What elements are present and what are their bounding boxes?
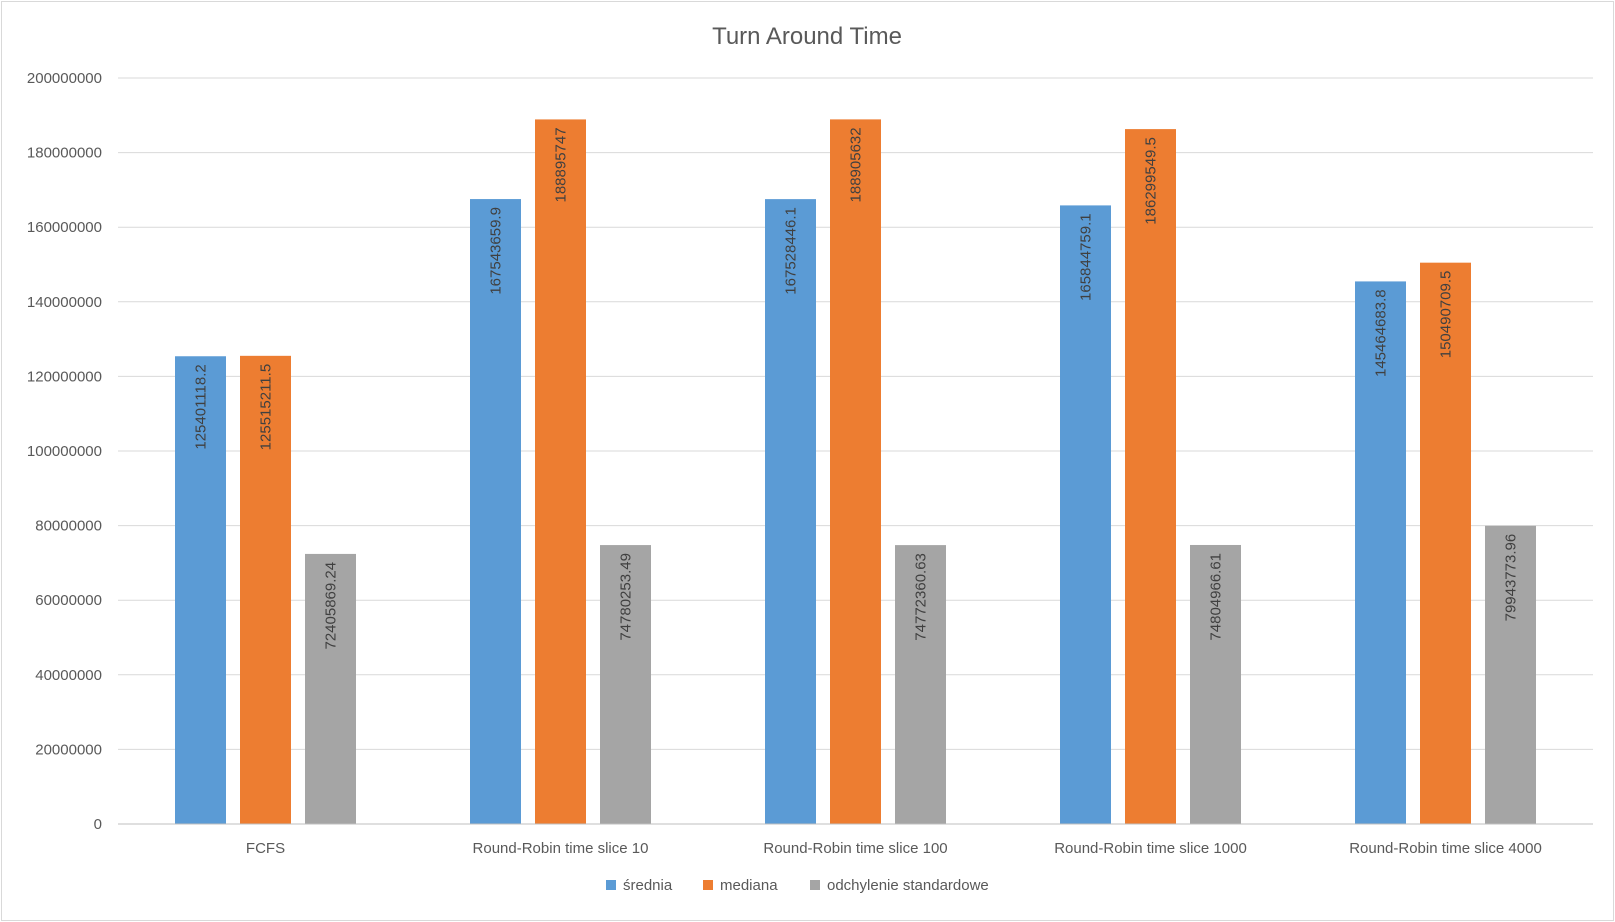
bar xyxy=(470,199,521,825)
legend-label: średnia xyxy=(623,877,673,894)
data-label: 125515211.5 xyxy=(258,364,275,450)
data-label: 74804966.61 xyxy=(1208,553,1225,641)
bar xyxy=(600,545,651,824)
bar xyxy=(1420,262,1471,824)
legend-swatch xyxy=(703,880,713,890)
legend-label: odchylenie standardowe xyxy=(827,877,989,894)
data-labels: 125401118.2 125515211.5 72405869.24 1675436… xyxy=(193,127,1520,649)
data-label: 74780253.49 xyxy=(618,553,635,641)
data-label: 79943773.96 xyxy=(1503,534,1520,622)
y-tick-label: 100000000 xyxy=(27,443,102,460)
bar xyxy=(240,355,291,824)
bar xyxy=(1190,544,1241,824)
x-category-label: Round-Robin time slice 1000 xyxy=(1054,840,1247,857)
y-tick-label: 200000000 xyxy=(27,70,102,87)
y-tick-label: 0 xyxy=(94,816,102,833)
chart-title: Turn Around Time xyxy=(712,23,902,50)
y-axis: 0 20000000 40000000 60000000 80000000 1000000… xyxy=(27,70,102,833)
x-category-label: FCFS xyxy=(246,840,285,857)
data-label: 165844759.1 xyxy=(1078,213,1095,301)
data-label: 167543659.9 xyxy=(488,207,505,295)
bar xyxy=(535,119,586,824)
y-tick-label: 160000000 xyxy=(27,219,102,236)
x-category-label: Round-Robin time slice 10 xyxy=(473,840,649,857)
legend-swatch xyxy=(810,880,820,890)
x-category-label: Round-Robin time slice 4000 xyxy=(1349,840,1542,857)
data-label: 150490709.5 xyxy=(1438,271,1455,359)
y-tick-label: 180000000 xyxy=(27,145,102,162)
legend: średnia mediana odchylenie standardowe xyxy=(606,877,989,894)
data-label: 145464683.8 xyxy=(1373,289,1390,377)
bar xyxy=(1060,205,1111,824)
bar xyxy=(175,356,226,824)
data-label: 125401118.2 xyxy=(193,364,210,449)
bar xyxy=(765,199,816,824)
bar xyxy=(1355,281,1406,824)
y-tick-label: 20000000 xyxy=(35,741,102,758)
x-category-label: Round-Robin time slice 100 xyxy=(763,840,947,857)
data-label: 188905632 xyxy=(848,127,865,202)
y-tick-label: 120000000 xyxy=(27,368,102,385)
x-axis: FCFS Round-Robin time slice 10 Round-Robin… xyxy=(118,823,1593,857)
bars xyxy=(175,119,1536,825)
bar xyxy=(895,545,946,824)
data-label: 188895747 xyxy=(553,127,570,202)
y-tick-label: 40000000 xyxy=(35,667,102,684)
bar xyxy=(1485,525,1536,824)
legend-swatch xyxy=(606,880,616,890)
legend-label: mediana xyxy=(720,877,778,894)
bar xyxy=(305,553,356,824)
data-label: 167528446.1 xyxy=(783,207,800,295)
data-label: 186299549.5 xyxy=(1143,137,1160,225)
data-label: 74772360.63 xyxy=(913,553,930,641)
y-tick-label: 140000000 xyxy=(27,294,102,311)
bar xyxy=(1125,129,1176,825)
data-label: 72405869.24 xyxy=(323,562,340,650)
y-tick-label: 60000000 xyxy=(35,592,102,609)
y-tick-label: 80000000 xyxy=(35,518,102,535)
bar xyxy=(830,119,881,824)
